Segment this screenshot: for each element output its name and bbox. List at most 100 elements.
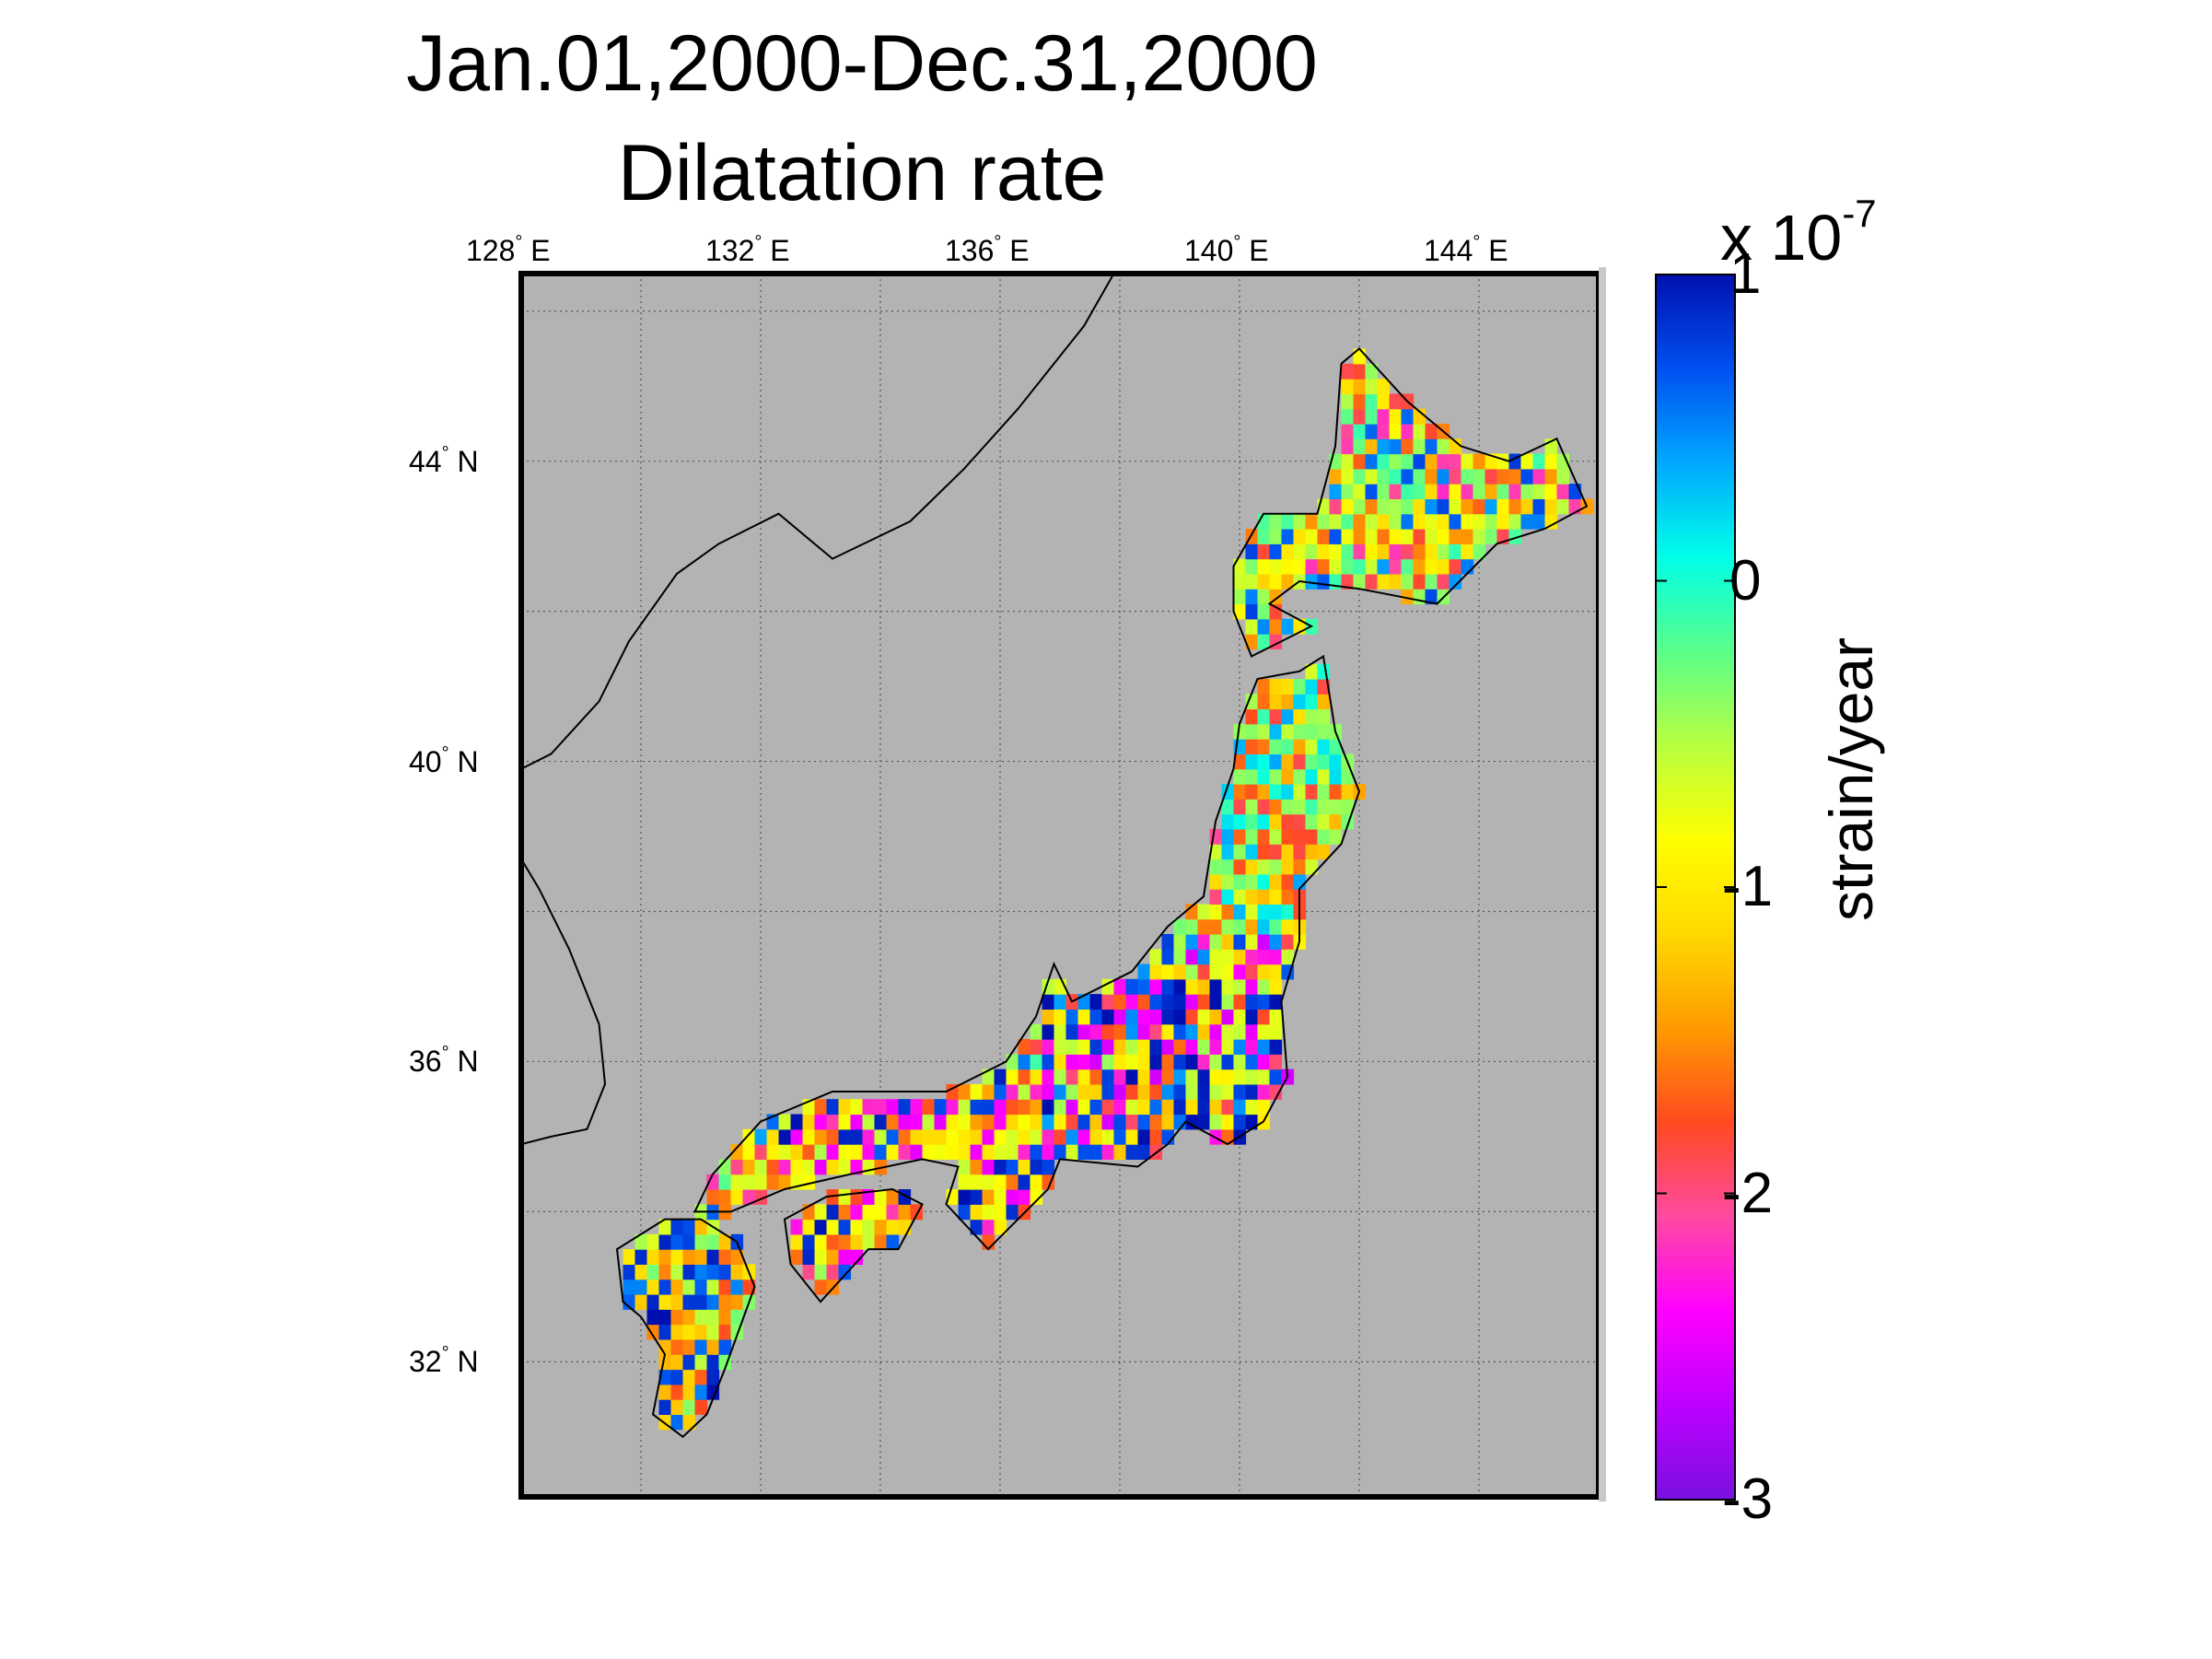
data-cell [1461,468,1474,485]
data-cell [1137,964,1151,980]
data-cell [946,1144,960,1160]
data-cell [1293,784,1307,800]
data-cell [766,1144,780,1160]
data-cell [1496,484,1510,499]
data-cell [718,1189,732,1205]
data-cell [1233,603,1247,620]
data-cell [1257,889,1271,905]
data-cell [1293,873,1307,890]
data-cell [838,1128,852,1145]
data-cell [982,1204,995,1221]
data-cell [658,1233,672,1250]
data-cell [1185,949,1199,965]
data-cell [1006,1204,1019,1221]
data-cell [1101,1069,1115,1085]
data-cell [1461,529,1474,544]
data-cell [1221,844,1235,860]
data-cell [1245,1099,1259,1116]
data-cell [1508,498,1522,515]
data-cell [1101,1054,1115,1070]
data-cell [1293,723,1307,740]
data-cell [1449,543,1462,560]
data-cell [1221,1039,1235,1055]
data-cell [1365,484,1379,499]
data-cell [1257,813,1271,830]
data-cell [766,1159,780,1175]
data-cell [994,1099,1007,1116]
data-cell [1042,1009,1055,1025]
data-cell [1065,1023,1079,1040]
data-cell [982,1114,995,1130]
data-cell [1149,1114,1163,1130]
data-cell [994,1204,1007,1221]
data-cell [1365,558,1379,575]
data-cell [1317,813,1331,830]
data-cell [958,1189,972,1205]
data-cell [1173,949,1187,965]
data-cell [1233,844,1247,860]
data-cell [1269,889,1283,905]
data-cell [1257,723,1271,740]
data-cell [1317,663,1331,680]
data-cell [1173,918,1187,935]
data-cell [1161,934,1175,950]
data-cell [1065,1009,1079,1025]
data-cell [1377,393,1391,410]
data-cell [970,1114,984,1130]
data-cell [1221,904,1235,920]
data-cell [1245,573,1259,590]
data-cell [1281,739,1295,754]
data-cell [814,1249,828,1265]
data-cell [1125,1023,1139,1040]
data-cell [1401,498,1415,515]
data-cell [1281,784,1295,800]
data-cell [862,1219,876,1235]
data-cell [1257,964,1271,980]
data-cell [1269,1083,1283,1100]
data-cell [706,1309,720,1326]
data-cell [1377,484,1391,499]
data-cell [1089,1083,1103,1100]
data-cell [970,1083,984,1100]
data-cell [1257,784,1271,800]
data-cell [1089,994,1103,1010]
lon-tick-label: 144° E [1424,232,1508,267]
data-cell [1556,453,1570,470]
data-cell [1233,1114,1247,1130]
data-cell [1341,408,1355,425]
data-cell [1065,1069,1079,1085]
data-cell [862,1144,876,1160]
data-cell [970,1189,984,1205]
data-cell [1329,828,1343,845]
data-cell [1137,1009,1151,1025]
data-cell [1401,408,1415,425]
data-cell [670,1279,684,1295]
data-cell [1461,558,1474,575]
data-cell [1341,423,1355,439]
data-cell [790,1233,804,1250]
data-cell [1269,723,1283,740]
data-cell [1245,1009,1259,1025]
data-cell [1544,513,1558,530]
data-cell [802,1159,816,1175]
data-cell [658,1219,672,1235]
data-cell [646,1309,660,1326]
data-cell [1401,468,1415,485]
data-cell [814,1219,828,1235]
data-cell [1413,498,1426,515]
data-cell [994,1144,1007,1160]
data-cell [1269,784,1283,800]
data-cell [1293,844,1307,860]
data-cell [838,1233,852,1250]
data-cell [766,1128,780,1145]
data-cell [1233,799,1247,815]
data-cell [1437,484,1450,499]
data-cell [994,1174,1007,1190]
data-cell [694,1399,708,1415]
data-cell [1520,453,1534,470]
data-cell [898,1114,912,1130]
data-cell [1257,799,1271,815]
data-cell [1484,513,1498,530]
data-cell [682,1399,696,1415]
data-cell [826,1204,840,1221]
